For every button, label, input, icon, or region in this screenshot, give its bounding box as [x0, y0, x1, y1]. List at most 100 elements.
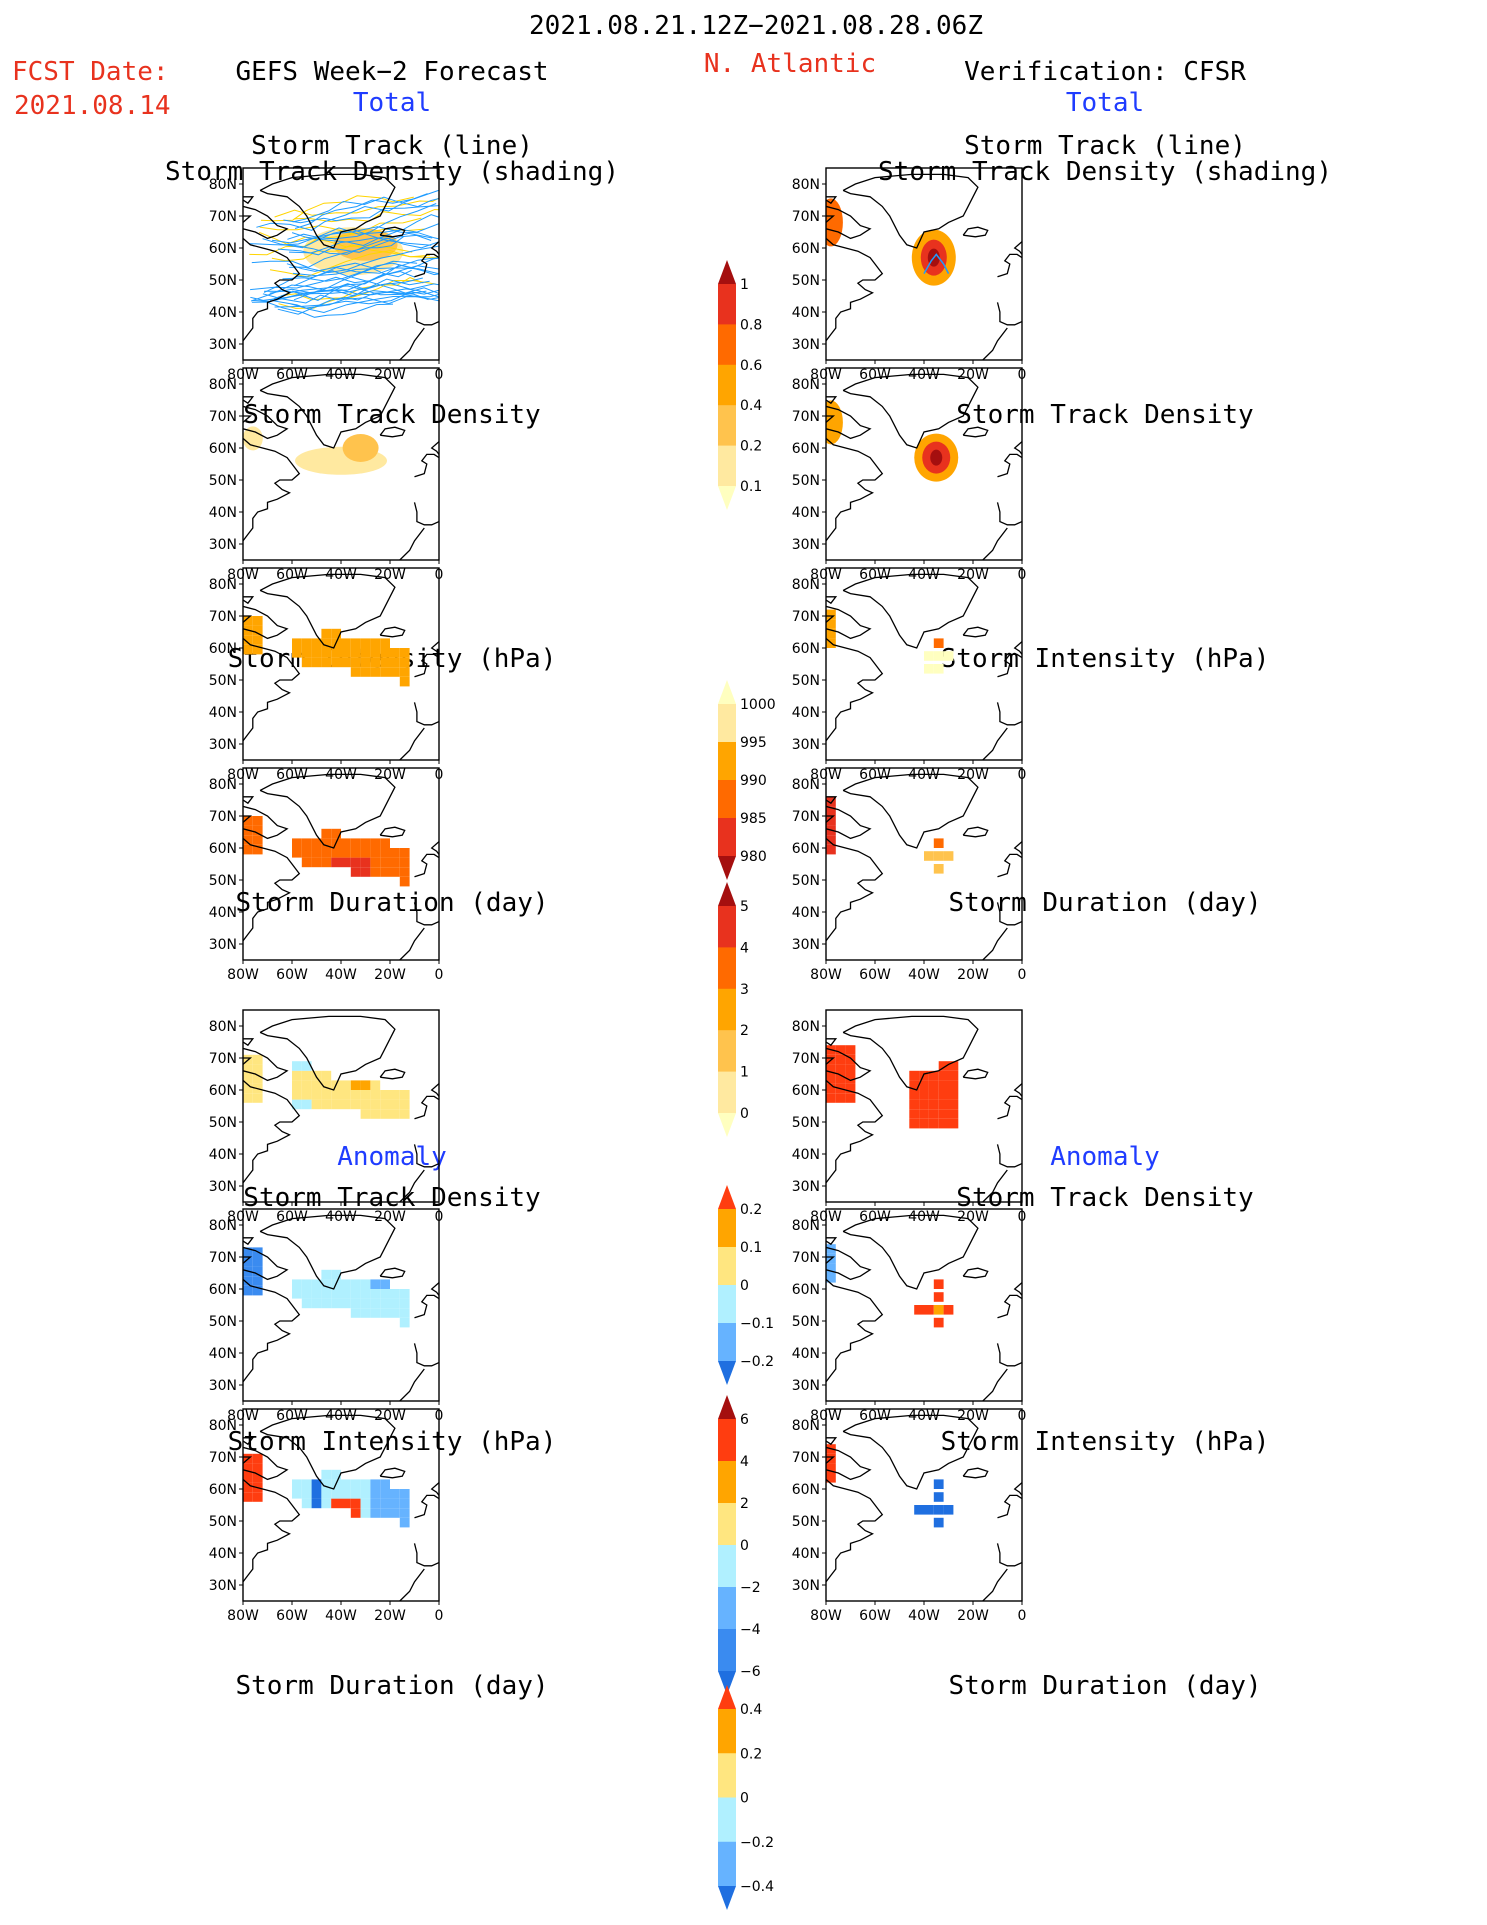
colorbar-intensity: 1000 995 990 985 980 [718, 680, 788, 884]
lat-label: 40N [792, 905, 820, 921]
colorbar-label: 0 [740, 1106, 749, 1122]
colorbar-segment [718, 1587, 736, 1630]
lat-label: 40N [209, 1346, 237, 1362]
lat-label: 50N [792, 1115, 820, 1131]
panel-title-density-left: Storm Track Density [243, 400, 541, 430]
panel-title-density-right: Storm Track Density [956, 400, 1254, 430]
right-column-title: Verification: CFSR [964, 57, 1246, 87]
lat-label: 60N [792, 1282, 820, 1298]
lon-label: 0 [1018, 967, 1027, 983]
colorbar-label: 0.4 [740, 398, 762, 414]
lat-label: 60N [209, 641, 237, 657]
map-density-forecast: 80N 70N 60N 50N 40N 30N 80W 60W 40W 20W 0 [195, 364, 451, 594]
lat-label: 60N [792, 1482, 820, 1498]
colorbar-segment [718, 1671, 736, 1695]
colorbar-segment [718, 1209, 736, 1248]
fcst-date-value: 2021.08.14 [14, 91, 171, 121]
lon-label: 60W [859, 567, 891, 583]
colorbar-label: 985 [740, 811, 767, 827]
colorbar-segment [718, 1395, 736, 1419]
lat-label: 40N [209, 905, 237, 921]
lat-label: 70N [209, 1450, 237, 1466]
lon-label: 20W [374, 1608, 406, 1624]
colorbar-label: −0.2 [740, 1835, 774, 1851]
lat-label: 70N [792, 409, 820, 425]
lat-label: 40N [209, 1147, 237, 1163]
lon-label: 20W [957, 1608, 989, 1624]
lon-label: 80W [227, 1608, 259, 1624]
lat-label: 50N [209, 1115, 237, 1131]
lat-label: 70N [792, 1250, 820, 1266]
lat-label: 80N [209, 1218, 237, 1234]
map-density-verification: 80N 70N 60N 50N 40N 30N 80W 60W 40W 20W 0 [778, 364, 1034, 594]
lat-label: 70N [792, 809, 820, 825]
colorbar-segment [718, 260, 736, 284]
lat-label: 50N [792, 873, 820, 889]
lon-label: 0 [435, 967, 444, 983]
colorbar-label: 2 [740, 1023, 749, 1039]
colorbar-segment [718, 680, 736, 704]
lat-label: 30N [792, 1179, 820, 1195]
colorbar-segment [718, 906, 736, 948]
lat-label: 40N [792, 1346, 820, 1362]
map-duration-verification: 80N 70N 60N 50N 40N 30N 80W 60W 40W 20W 0 [778, 764, 1034, 994]
map-track-verification: 80N 70N 60N 50N 40N 30N 80W 60W 40W 20W 0 [778, 164, 1034, 394]
lat-label: 30N [792, 537, 820, 553]
map-density-anom-forecast: 80N 70N 60N 50N 40N 30N 80W 60W 40W 20W 0 [195, 1006, 451, 1236]
panel-title-track-shading-left: Storm Track Density (shading) [165, 157, 619, 187]
lat-label: 60N [792, 441, 820, 457]
colorbar-label: 2 [740, 1496, 749, 1512]
lat-label: 80N [209, 777, 237, 793]
lat-label: 30N [792, 937, 820, 953]
colorbar-track_density: 1 0.8 0.6 0.4 0.2 0.1 [718, 260, 788, 514]
lat-label: 60N [209, 441, 237, 457]
lat-label: 70N [209, 609, 237, 625]
colorbar-label: 980 [740, 849, 767, 865]
map-density-anom-verification: 80N 70N 60N 50N 40N 30N 80W 60W 40W 20W 0 [778, 1006, 1034, 1236]
colorbar-segment [718, 1285, 736, 1324]
lon-label: 40W [325, 967, 357, 983]
colorbar-segment [718, 1419, 736, 1462]
lat-label: 60N [209, 1282, 237, 1298]
lat-label: 60N [792, 841, 820, 857]
colorbar-label: −4 [740, 1622, 761, 1638]
lat-label: 80N [792, 377, 820, 393]
lon-label: 40W [908, 1608, 940, 1624]
lon-label: 80W [227, 967, 259, 983]
right-anomaly-heading: Anomaly [1050, 1142, 1160, 1172]
lat-label: 30N [792, 337, 820, 353]
map-duration-anom-forecast-svg: 80N 70N 60N 50N 40N 30N 80W 60W 40W 20W 0 [209, 1408, 443, 1624]
panel-title-density-anom-right: Storm Track Density [956, 1183, 1254, 1213]
left-column-title: GEFS Week−2 Forecast [235, 57, 549, 87]
colorbar-label: 0.8 [740, 317, 762, 333]
lat-label: 30N [209, 1179, 237, 1195]
colorbar-segment [718, 947, 736, 990]
lat-label: 30N [209, 1378, 237, 1394]
lon-label: 60W [276, 567, 308, 583]
panel-title-intensity-anom-right: Storm Intensity (hPa) [940, 1427, 1270, 1457]
region-title: N. Atlantic [703, 49, 877, 79]
colorbar-segment [718, 882, 736, 906]
colorbar-segment [718, 1071, 736, 1114]
lat-label: 60N [792, 241, 820, 257]
colorbar-segment [718, 742, 736, 781]
panel-title-intensity-right: Storm Intensity (hPa) [940, 644, 1270, 674]
lon-label: 20W [374, 967, 406, 983]
lat-label: 30N [209, 537, 237, 553]
lat-label: 80N [209, 1019, 237, 1035]
lon-label: 20W [957, 767, 989, 783]
colorbar-segment [718, 780, 736, 819]
lat-label: 60N [209, 1083, 237, 1099]
map-duration-forecast: 80N 70N 60N 50N 40N 30N 80W 60W 40W 20W 0 [195, 764, 451, 994]
lon-label: 20W [957, 367, 989, 383]
lat-label: 30N [209, 1578, 237, 1594]
lat-label: 40N [792, 705, 820, 721]
lon-label: 40W [908, 967, 940, 983]
lon-label: 20W [957, 1408, 989, 1424]
lat-label: 80N [209, 577, 237, 593]
lat-label: 80N [792, 1218, 820, 1234]
colorbar-segment [718, 704, 736, 743]
